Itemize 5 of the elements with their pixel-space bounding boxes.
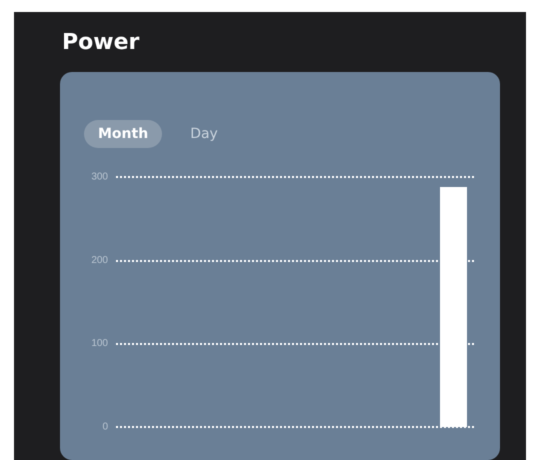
y-tick-label: 200 xyxy=(91,254,108,266)
y-tick-label: 300 xyxy=(91,172,108,182)
chart-title: Power xyxy=(62,30,140,55)
y-tick-label: 0 xyxy=(102,422,108,432)
y-tick-label: 100 xyxy=(91,338,108,350)
